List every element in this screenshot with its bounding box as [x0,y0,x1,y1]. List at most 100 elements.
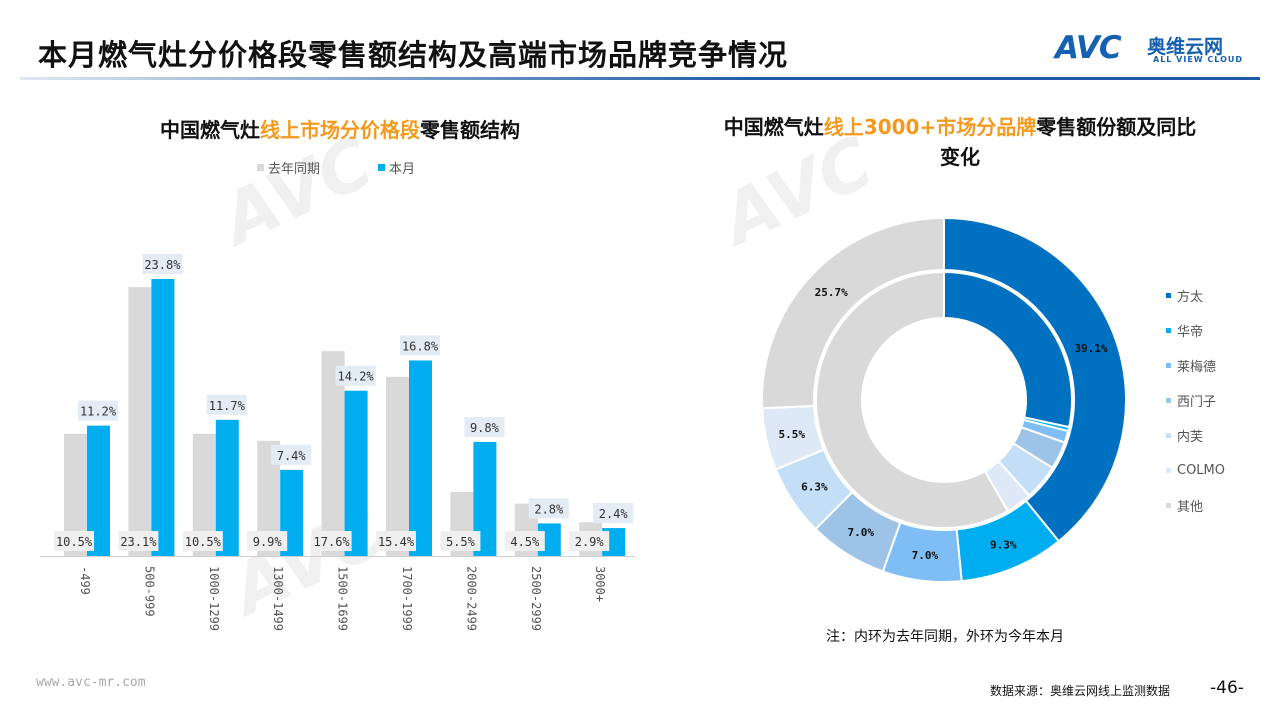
label-this-month: 23.8% [144,258,181,272]
bar-this-month [215,419,239,556]
label-bg-this-month [142,254,183,274]
legend-label-this-month: 本月 [389,162,416,177]
logo-mark: AVC [1055,30,1122,66]
x-tick-label: 2000-2499 [464,566,478,631]
legend-swatch-last-year [257,164,264,171]
legend-label-last-year: 去年同期 [268,162,321,177]
bar-last-year [257,440,281,556]
legend-item: COLMO [1166,453,1225,488]
legend-swatch [1166,433,1171,438]
label-bg-this-month [593,503,634,524]
website-url: www.avc-mr.com [36,675,146,690]
x-tick-label: 1500-1699 [336,566,350,631]
outer-ring-label: 7.0% [848,526,875,539]
legend-swatch-this-month [378,164,386,171]
bar-this-month [87,425,110,556]
legend-swatch [1166,363,1171,368]
legend-label: 西门子 [1177,395,1217,410]
legend-item: 莱梅德 [1166,348,1225,383]
label-bg-last-year [376,531,416,551]
label-last-year: 10.5% [185,535,222,549]
legend-swatch [1166,293,1171,298]
legend-label: 方太 [1177,290,1204,305]
x-tick-label: 1700-1999 [400,566,414,631]
label-bg-this-month [400,335,440,356]
bar-this-month [409,360,432,556]
label-bg-last-year [182,531,223,551]
label-last-year: 23.1% [120,535,157,549]
legend-label: 其他 [1177,500,1204,515]
bar-chart: 10.5% 11.2% -499 23.1% 23.8% 500-999 10.5% 11.7… [40,254,635,631]
label-this-month: 11.7% [209,399,246,413]
chart-note: 注：内环为去年同期，外环为今年本月 [826,629,1064,645]
outer-ring-label: 5.5% [778,428,805,441]
legend-item: 方太 [1166,278,1225,313]
pie-legend: 方太华帝莱梅德西门子内芙 COLMO 其他 [1166,278,1225,523]
inner-ring-segment [815,270,1010,529]
label-this-month: 14.2% [338,370,375,384]
outer-ring-segment [761,216,945,410]
label-bg-last-year [440,531,481,551]
x-tick-label: -499 [78,566,92,595]
bar-last-year [128,287,152,556]
bar-chart-title: 中国燃气灶线上市场分价格段零售额结构 [160,118,520,142]
bar-last-year [192,433,216,556]
inner-ring-segment [943,270,1073,429]
x-tick-label: 3000+ [593,566,607,602]
bar-last-year [386,376,409,556]
outer-ring-label: 6.3% [801,481,828,494]
bar-last-year [64,433,87,556]
outer-ring-label: 7.0% [912,549,939,562]
label-this-month: 16.8% [402,339,439,353]
label-bg-last-year [118,531,159,551]
legend-label: 华帝 [1177,325,1204,340]
label-this-month: 2.4% [599,507,629,521]
label-bg-this-month [206,394,247,415]
donut-chart: 39.1% 9.3% 7.0% 7.0% 6.3% 5.5% 25.7% [761,216,1127,583]
bar-last-year [321,351,345,556]
outer-ring-label: 39.1% [1074,342,1107,355]
label-bg-last-year [247,531,288,551]
legend-swatch [1166,328,1171,333]
x-tick-label: 500-999 [142,566,156,617]
label-last-year: 17.6% [314,535,351,549]
legend-label: 莱梅德 [1177,360,1217,375]
label-last-year: 2.9% [575,535,605,549]
page-title: 本月燃气灶分价格段零售额结构及高端市场品牌竞争情况 [38,38,789,72]
bar-this-month [151,279,175,556]
legend-label: COLMO [1177,463,1226,478]
data-source: 数据来源：奥维云网线上监测数据 [990,684,1171,698]
label-last-year: 5.5% [446,535,476,549]
label-bg-last-year [569,531,610,551]
label-last-year: 10.5% [56,535,93,549]
bar-this-month [344,390,368,556]
logo-en: ALL VIEW CLOUD [1153,55,1244,64]
legend-item: 内芙 [1166,418,1225,453]
label-bg-this-month [464,416,505,437]
logo-cn: 奥维云网 [1147,36,1224,58]
x-tick-label: 1000-1299 [207,566,221,631]
bar-this-month [473,441,497,556]
avc-logo: AVC 奥维云网 ALL VIEW CLOUD [1055,30,1245,66]
label-last-year: 4.5% [510,535,540,549]
legend-label: 内芙 [1177,430,1204,445]
legend-swatch [1166,468,1171,473]
label-bg-last-year [54,531,94,551]
header-divider [20,77,1260,80]
legend-item: 其他 [1166,488,1225,523]
label-this-month: 2.8% [534,502,564,516]
label-bg-this-month [78,400,118,421]
page-number: -46- [1210,678,1244,698]
label-this-month: 9.8% [470,421,500,435]
outer-ring-label: 9.3% [990,538,1017,551]
legend-swatch [1166,503,1171,508]
pie-chart-title: 中国燃气灶线上3000+市场分品牌零售额份额及同比变化 [723,115,1197,169]
label-this-month: 7.4% [277,449,307,463]
label-last-year: 9.9% [253,535,283,549]
label-bg-last-year [311,531,352,551]
legend-item: 西门子 [1166,383,1225,418]
label-bg-this-month [528,498,569,519]
legend-swatch [1166,398,1171,403]
label-bg-this-month [335,365,376,386]
outer-ring-segment [943,216,1127,543]
